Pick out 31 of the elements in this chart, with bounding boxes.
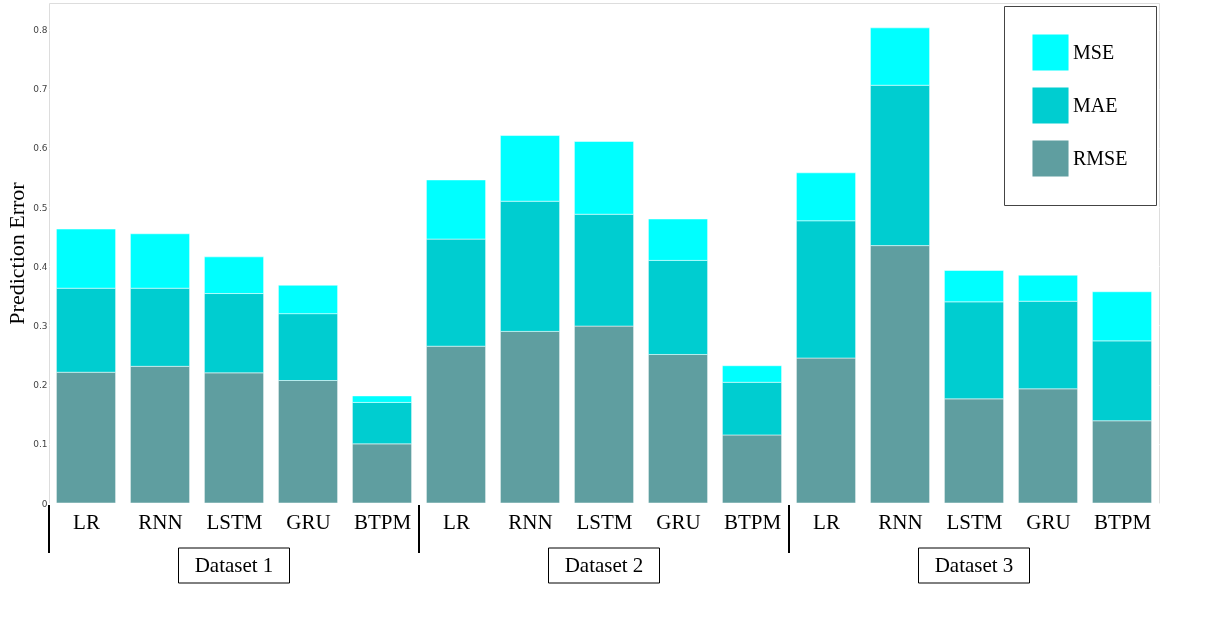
x-tick-label: BTPM: [723, 509, 782, 534]
x-tick-label: RNN: [508, 509, 553, 534]
x-tick-label: RNN: [878, 509, 923, 534]
y-tick-label: 0: [41, 498, 48, 509]
y-tick-label: 0.4: [33, 261, 48, 272]
y-tick-label: 0.3: [33, 320, 48, 331]
y-tick-label: 0.2: [33, 380, 48, 391]
y-tick-label: 0.5: [33, 202, 48, 213]
x-tick-label: RNN: [138, 509, 183, 534]
x-tick-label: LSTM: [946, 509, 1003, 534]
legend-label: MAE: [1073, 93, 1118, 116]
y-axis-title: Prediction Error: [4, 181, 30, 325]
x-tick-label: GRU: [286, 509, 331, 534]
y-tick-label: 0.1: [33, 439, 48, 450]
legend-label: RMSE: [1073, 146, 1128, 169]
x-tick-label: LR: [443, 509, 470, 534]
x-tick-label: LSTM: [206, 509, 263, 534]
x-tick-label: BTPM: [353, 509, 412, 534]
x-tick-label: LR: [73, 509, 100, 534]
text: Dataset 2: [564, 553, 644, 577]
y-tick-label: 0.7: [33, 84, 48, 95]
y-tick-label: 0.6: [33, 143, 48, 154]
y-tick-label: 0.8: [33, 25, 48, 36]
x-tick-label: LR: [813, 509, 840, 534]
text: Dataset 3: [934, 553, 1014, 577]
legend-label: MSE: [1073, 40, 1115, 63]
text: Dataset 1: [194, 553, 274, 577]
x-tick-label: GRU: [656, 509, 701, 534]
x-tick-label: LSTM: [576, 509, 633, 534]
x-tick-label: GRU: [1026, 509, 1071, 534]
x-tick-label: BTPM: [1093, 509, 1152, 534]
